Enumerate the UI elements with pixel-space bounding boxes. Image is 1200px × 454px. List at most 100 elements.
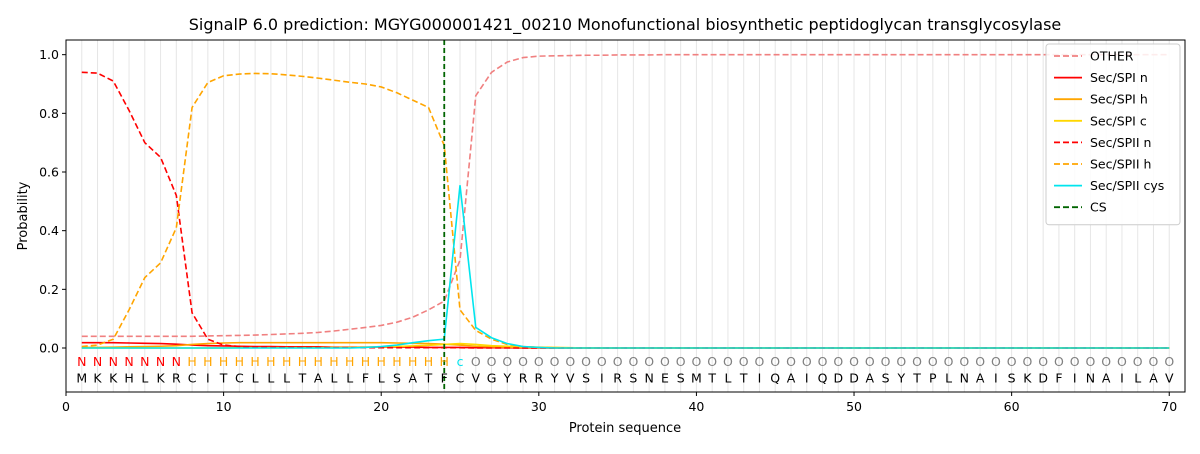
residue-label: I xyxy=(1073,370,1077,385)
region-label: O xyxy=(581,354,591,369)
residue-label: R xyxy=(534,370,543,385)
y-tick-label: 0.4 xyxy=(39,223,59,238)
region-label: O xyxy=(1070,354,1080,369)
legend-label: Sec/SPII h xyxy=(1090,157,1151,172)
residue-label: I xyxy=(805,370,809,385)
residue-label: L xyxy=(378,370,385,385)
residue-label: A xyxy=(787,370,796,385)
residue-label: F xyxy=(1055,370,1062,385)
region-label: O xyxy=(518,354,528,369)
residue-label: I xyxy=(758,370,762,385)
y-tick-label: 1.0 xyxy=(39,47,59,62)
region-label: H xyxy=(329,354,338,369)
residue-label: V xyxy=(1165,370,1174,385)
legend-label: Sec/SPI h xyxy=(1090,92,1148,107)
region-label: O xyxy=(959,354,969,369)
series-line-other xyxy=(81,53,1170,338)
residue-label: A xyxy=(976,370,985,385)
region-label: O xyxy=(975,354,985,369)
residue-label: Q xyxy=(818,370,828,385)
residue-label: H xyxy=(124,370,133,385)
region-label: H xyxy=(266,354,275,369)
residue-label: R xyxy=(519,370,528,385)
residue-label: L xyxy=(1134,370,1141,385)
x-tick-label: 30 xyxy=(531,399,547,414)
region-label: O xyxy=(991,354,1001,369)
region-label: O xyxy=(565,354,575,369)
residue-label: D xyxy=(849,370,859,385)
region-label: O xyxy=(644,354,654,369)
region-label: H xyxy=(440,354,449,369)
region-label: O xyxy=(487,354,497,369)
residue-label: S xyxy=(393,370,401,385)
residue-label: I xyxy=(206,370,210,385)
x-tick-label: 20 xyxy=(373,399,389,414)
chart-title: SignalP 6.0 prediction: MGYG000001421_00… xyxy=(189,15,1062,35)
region-label: N xyxy=(93,354,102,369)
region-label: H xyxy=(377,354,386,369)
region-label: H xyxy=(392,354,401,369)
region-label: N xyxy=(140,354,149,369)
y-tick-label: 0.0 xyxy=(39,341,59,356)
region-label: O xyxy=(1086,354,1096,369)
residue-label: L xyxy=(141,370,148,385)
region-label: O xyxy=(1101,354,1111,369)
y-tick-label: 0.2 xyxy=(39,282,59,297)
x-tick-label: 10 xyxy=(216,399,232,414)
residue-label: Q xyxy=(770,370,780,385)
residue-label: I xyxy=(1120,370,1124,385)
region-label: H xyxy=(250,354,259,369)
residue-label: D xyxy=(1038,370,1048,385)
residue-label: R xyxy=(172,370,181,385)
region-label: N xyxy=(172,354,181,369)
residue-label: C xyxy=(188,370,197,385)
sequence-layer: NMNKNKNHNLNKNRHCHIHTHCHLHLHLHTHAHLHLHFHL… xyxy=(76,354,1174,385)
residue-label: K xyxy=(109,370,118,385)
axis-layer: 0.0 0.2 0.4 0.6 0.8 1.0 0 10 20 30 40 50 60 70 xyxy=(39,47,1177,414)
region-label: O xyxy=(471,354,481,369)
region-label: O xyxy=(881,354,891,369)
y-tick-label: 0.6 xyxy=(39,165,59,180)
region-label: H xyxy=(424,354,433,369)
residue-label: Y xyxy=(502,370,511,385)
residue-label: F xyxy=(362,370,369,385)
residue-label: T xyxy=(912,370,921,385)
residue-label: F xyxy=(441,370,448,385)
region-label: O xyxy=(928,354,938,369)
region-label: O xyxy=(755,354,765,369)
residue-label: S xyxy=(582,370,590,385)
region-label: O xyxy=(818,354,828,369)
residue-label: S xyxy=(882,370,890,385)
region-label: O xyxy=(1054,354,1064,369)
plot-frame xyxy=(65,39,1186,393)
x-tick-label: 60 xyxy=(1004,399,1020,414)
residue-label: R xyxy=(613,370,622,385)
residue-label: M xyxy=(691,370,702,385)
region-label: H xyxy=(345,354,354,369)
residue-label: I xyxy=(994,370,998,385)
residue-label: T xyxy=(219,370,228,385)
residue-label: T xyxy=(739,370,748,385)
residue-label: L xyxy=(283,370,290,385)
legend-label: Sec/SPI c xyxy=(1090,113,1147,128)
region-label: O xyxy=(865,354,875,369)
region-label: O xyxy=(896,354,906,369)
region-label: H xyxy=(219,354,228,369)
region-label: O xyxy=(628,354,638,369)
residue-label: A xyxy=(408,370,417,385)
region-label: O xyxy=(550,354,560,369)
region-label: H xyxy=(187,354,196,369)
residue-label: E xyxy=(661,370,669,385)
region-label: O xyxy=(1038,354,1048,369)
residue-label: N xyxy=(644,370,653,385)
region-label: H xyxy=(313,354,322,369)
region-label: O xyxy=(770,354,780,369)
residue-label: T xyxy=(424,370,433,385)
legend-label: CS xyxy=(1090,200,1107,215)
region-label: O xyxy=(1164,354,1174,369)
region-label: H xyxy=(235,354,244,369)
region-label: O xyxy=(739,354,749,369)
